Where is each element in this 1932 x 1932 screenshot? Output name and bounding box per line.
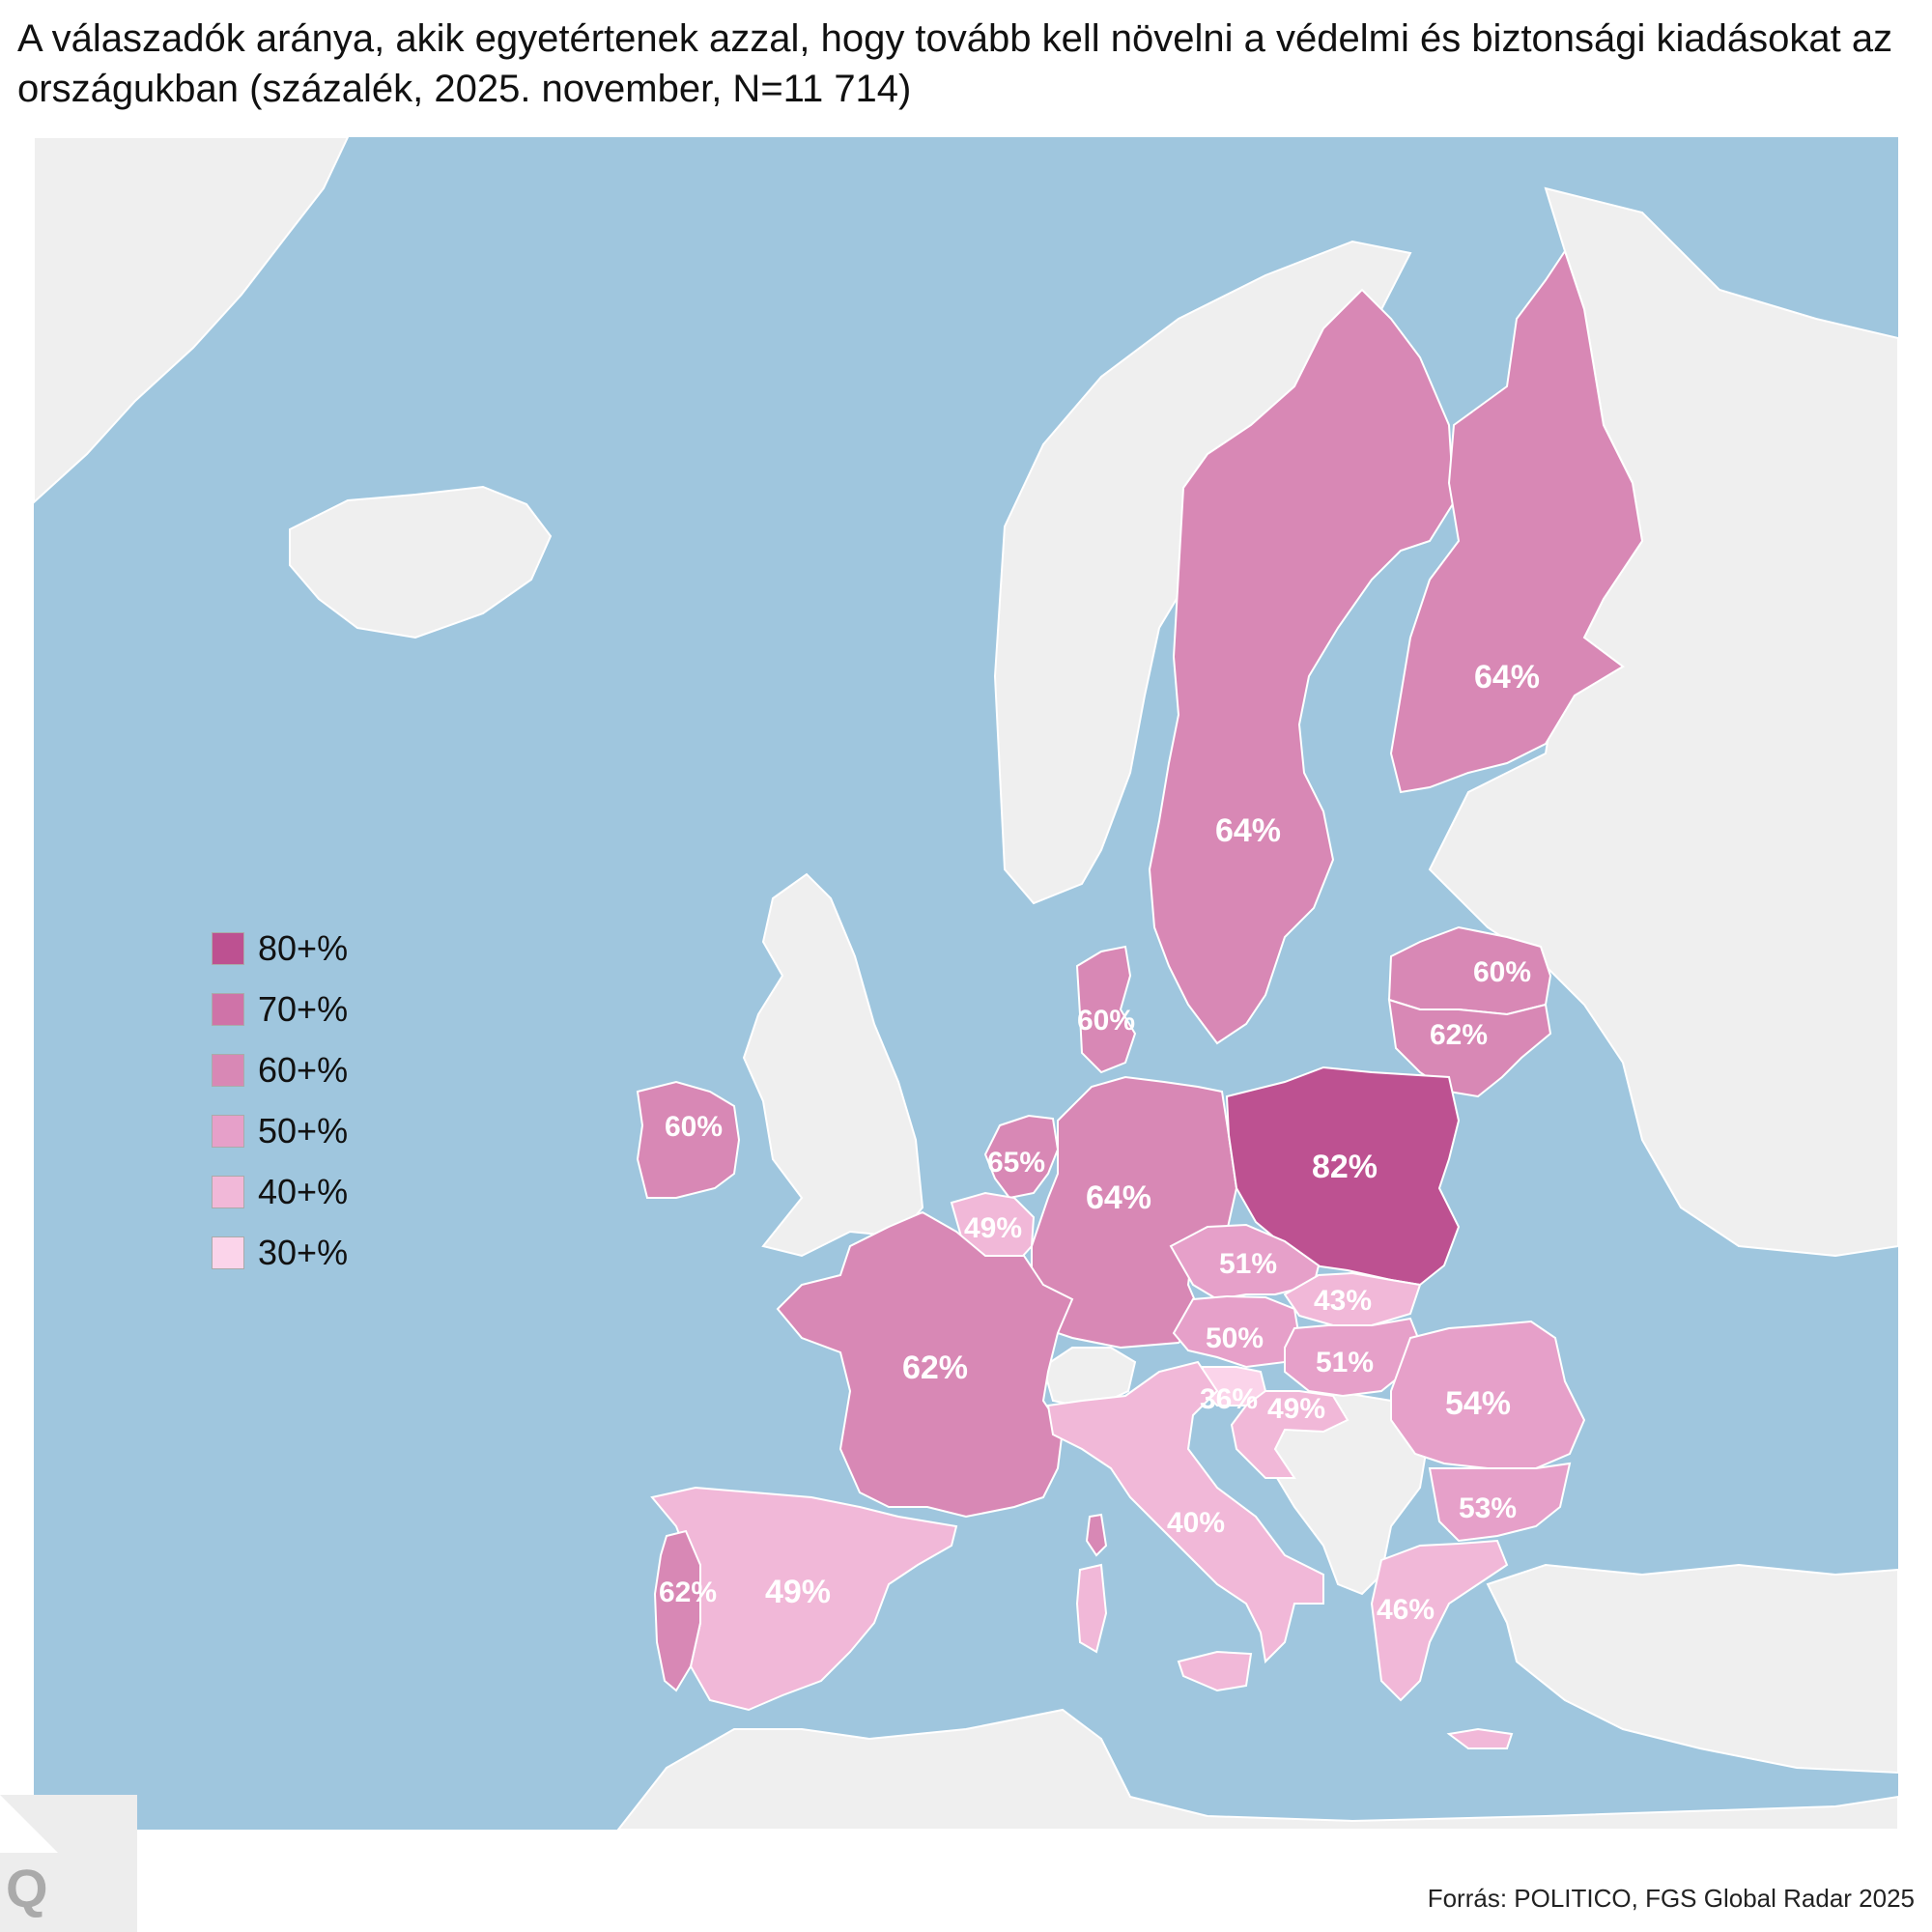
label-czechia: 51% (1219, 1248, 1277, 1280)
non-eu-land (33, 136, 1899, 1831)
legend-label: 70+% (258, 988, 349, 1029)
label-denmark: 60% (1077, 1005, 1135, 1037)
label-lithuania: 62% (1430, 1019, 1488, 1051)
legend-label: 30+% (258, 1232, 349, 1272)
country-corsica (1085, 1513, 1108, 1557)
country-crete (1446, 1727, 1514, 1749)
legend-swatch (212, 1114, 244, 1148)
legend-label: 50+% (258, 1110, 349, 1151)
label-bulgaria: 53% (1459, 1492, 1517, 1524)
country-italy (1046, 1360, 1324, 1664)
label-slovenia: 36% (1200, 1383, 1258, 1415)
country-germany (1031, 1075, 1238, 1350)
country-ireland (636, 1080, 741, 1199)
label-austria: 50% (1206, 1322, 1264, 1354)
country-croatia (1230, 1390, 1350, 1479)
country-sicily (1177, 1650, 1253, 1692)
label-romania: 54% (1445, 1385, 1511, 1422)
eu-countries (636, 248, 1644, 1749)
country-denmark (1075, 945, 1137, 1074)
label-sweden: 64% (1215, 812, 1281, 849)
logo-letter: Q (6, 1858, 48, 1918)
country-poland (1225, 1065, 1461, 1287)
label-poland: 82% (1312, 1149, 1378, 1185)
greenland (33, 136, 350, 505)
great-britain (742, 872, 924, 1258)
label-slovakia: 43% (1314, 1285, 1372, 1317)
value-labels: 64% 64% 60% 62% 60% 60% 65% 49% 64% 82% … (659, 659, 1540, 1626)
country-slovakia (1283, 1271, 1422, 1326)
country-netherlands (983, 1114, 1060, 1200)
switzerland (1041, 1347, 1137, 1410)
country-sweden (1148, 288, 1456, 1045)
iceland (289, 485, 553, 639)
legend-label: 60+% (258, 1049, 349, 1090)
legend-swatch (212, 1053, 244, 1087)
label-spain: 49% (765, 1574, 831, 1610)
label-croatia: 49% (1267, 1393, 1325, 1425)
label-latvia: 60% (1473, 956, 1531, 988)
country-romania (1390, 1320, 1586, 1469)
legend: 80+% 70+% 60+% 50+% 40+% 30+% (212, 918, 348, 1283)
legend-swatch (212, 992, 244, 1026)
country-lithuania (1387, 998, 1552, 1098)
label-hungary: 51% (1316, 1347, 1374, 1378)
label-italy: 40% (1167, 1507, 1225, 1539)
label-germany: 64% (1086, 1179, 1151, 1216)
legend-swatch (212, 1175, 244, 1208)
label-belgium: 49% (964, 1212, 1022, 1244)
legend-item: 40+% (212, 1161, 348, 1222)
legend-item: 30+% (212, 1222, 348, 1283)
label-netherlands: 65% (987, 1147, 1045, 1179)
country-portugal (653, 1529, 701, 1692)
label-france: 62% (902, 1350, 968, 1386)
publisher-logo (0, 1795, 137, 1932)
label-portugal: 62% (659, 1577, 717, 1608)
country-finland (1389, 248, 1644, 794)
chart-title: A válaszadók aránya, akik egyetértenek a… (17, 17, 1893, 110)
turkey (1486, 1563, 1899, 1775)
country-france (776, 1210, 1074, 1519)
country-greece (1370, 1539, 1509, 1702)
legend-swatch (212, 931, 244, 965)
legend-item: 50+% (212, 1100, 348, 1161)
source-note: Forrás: POLITICO, FGS Global Radar 2025 (1427, 1884, 1915, 1913)
label-finland: 64% (1474, 659, 1540, 696)
country-hungary (1284, 1317, 1422, 1398)
legend-label: 80+% (258, 927, 349, 968)
country-sardinia (1075, 1563, 1108, 1654)
legend-swatch (212, 1236, 244, 1269)
legend-item: 80+% (212, 918, 348, 979)
north-africa (615, 1708, 1899, 1831)
label-ireland: 60% (665, 1111, 723, 1143)
legend-item: 70+% (212, 979, 348, 1039)
legend-label: 40+% (258, 1171, 349, 1211)
label-greece: 46% (1377, 1594, 1435, 1626)
legend-item: 60+% (212, 1039, 348, 1100)
country-bulgaria (1428, 1462, 1572, 1543)
